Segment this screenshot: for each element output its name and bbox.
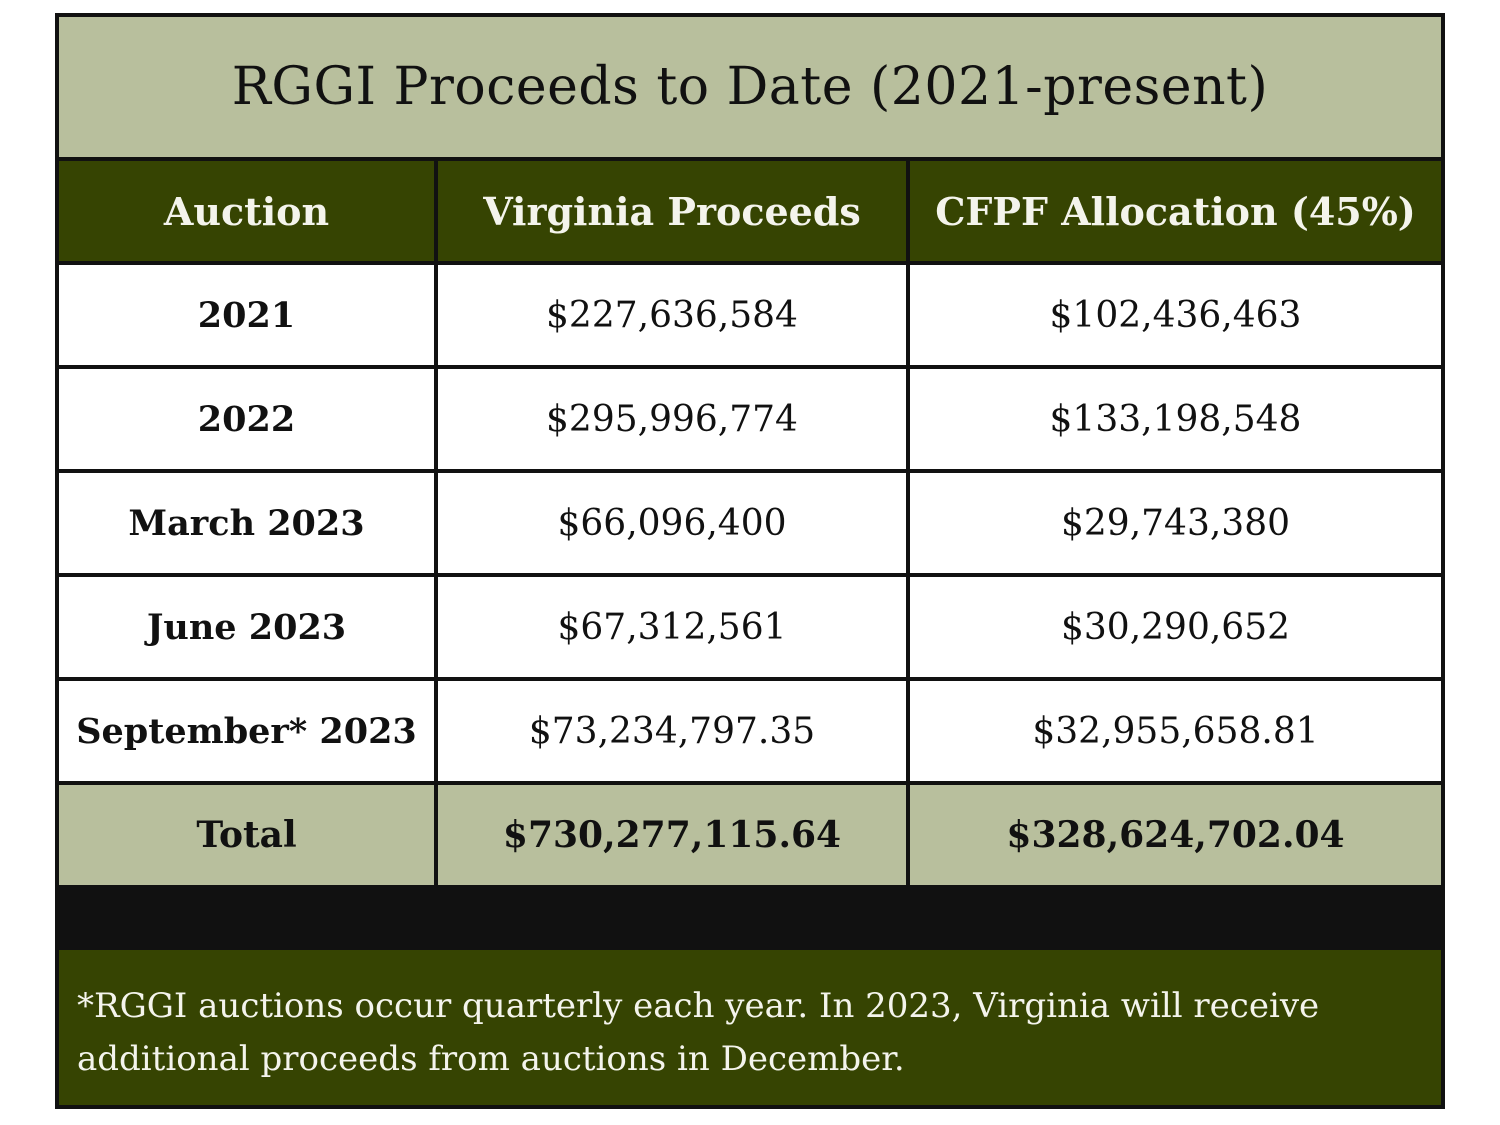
virginia-proceeds-cell: $227,636,584	[434, 261, 910, 369]
cfpf-allocation-cell: $133,198,548	[906, 365, 1441, 473]
total-row: Total $730,277,115.64 $328,624,702.04	[59, 781, 1441, 889]
proceeds-table: Auction Virginia Proceeds CFPF Allocatio…	[59, 157, 1441, 889]
virginia-proceeds-cell: $295,996,774	[434, 365, 910, 473]
auction-cell: September* 2023	[59, 677, 438, 785]
total-virginia-proceeds: $730,277,115.64	[434, 781, 910, 889]
table-header-row: Auction Virginia Proceeds CFPF Allocatio…	[59, 157, 1441, 265]
cfpf-allocation-cell: $32,955,658.81	[906, 677, 1441, 785]
column-header-auction: Auction	[59, 157, 438, 265]
virginia-proceeds-cell: $66,096,400	[434, 469, 910, 577]
cfpf-allocation-cell: $30,290,652	[906, 573, 1441, 681]
virginia-proceeds-cell: $73,234,797.35	[434, 677, 910, 785]
table-row: 2022 $295,996,774 $133,198,548	[59, 365, 1441, 473]
virginia-proceeds-cell: $67,312,561	[434, 573, 910, 681]
auction-cell: June 2023	[59, 573, 438, 681]
page-title: RGGI Proceeds to Date (2021-present)	[59, 17, 1441, 157]
column-header-cfpf-allocation: CFPF Allocation (45%)	[906, 157, 1441, 265]
proceeds-table-frame: RGGI Proceeds to Date (2021-present) Auc…	[55, 13, 1445, 1109]
auction-cell: 2022	[59, 365, 438, 473]
table-row: June 2023 $67,312,561 $30,290,652	[59, 573, 1441, 681]
table-row: 2021 $227,636,584 $102,436,463	[59, 261, 1441, 369]
auction-cell: March 2023	[59, 469, 438, 577]
cfpf-allocation-cell: $29,743,380	[906, 469, 1441, 577]
footnote: *RGGI auctions occur quarterly each year…	[59, 950, 1441, 1105]
table-row: March 2023 $66,096,400 $29,743,380	[59, 469, 1441, 577]
cfpf-allocation-cell: $102,436,463	[906, 261, 1441, 369]
total-cfpf-allocation: $328,624,702.04	[906, 781, 1441, 889]
total-label: Total	[59, 781, 438, 889]
table-row: September* 2023 $73,234,797.35 $32,955,6…	[59, 677, 1441, 785]
column-header-virginia-proceeds: Virginia Proceeds	[434, 157, 910, 265]
auction-cell: 2021	[59, 261, 438, 369]
